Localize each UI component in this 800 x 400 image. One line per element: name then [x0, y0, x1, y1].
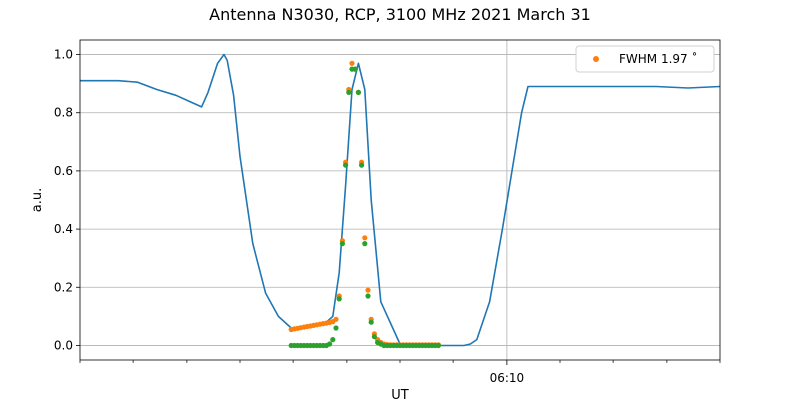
grid — [80, 40, 720, 360]
chart-title: Antenna N3030, RCP, 3100 MHz 2021 March … — [209, 5, 591, 24]
y-tick-label: 0.4 — [54, 222, 73, 236]
data-point — [339, 241, 345, 247]
data-point — [343, 162, 349, 168]
legend-marker — [593, 56, 599, 62]
legend: FWHM 1.97 ˚ — [575, 45, 715, 73]
series-line — [80, 53, 721, 347]
data-point — [368, 319, 374, 325]
data-point — [333, 325, 339, 331]
data-point — [362, 241, 368, 247]
data-point — [327, 341, 333, 347]
data-point — [362, 235, 368, 241]
y-tick-label: 0.8 — [54, 106, 73, 120]
data-point — [371, 334, 377, 340]
y-tick-label: 0.6 — [54, 164, 73, 178]
data-point — [359, 162, 365, 168]
series-3 — [288, 66, 441, 349]
data-point — [365, 287, 371, 293]
x-tick-label: 06:10 — [490, 371, 525, 385]
ticks: 0.0 0.2 0.4 0.6 0.8 1.0 06:10 — [54, 48, 721, 385]
legend-box — [575, 45, 715, 73]
data-point — [333, 316, 339, 322]
data-point — [365, 293, 371, 299]
y-tick-label: 0.0 — [54, 338, 73, 352]
y-tick-label: 0.2 — [54, 280, 73, 294]
data-point — [355, 89, 361, 95]
data-point — [336, 296, 342, 302]
axes-frame — [79, 39, 721, 361]
y-tick-label: 1.0 — [54, 48, 73, 62]
x-axis-label: UT — [391, 388, 409, 400]
series-layer — [80, 53, 721, 349]
y-axis-label: a.u. — [30, 188, 45, 212]
series-2 — [288, 60, 441, 348]
series-1 — [80, 53, 721, 347]
data-point — [435, 342, 441, 349]
data-point — [330, 337, 336, 343]
data-point — [349, 60, 355, 66]
legend-label: FWHM 1.97 ˚ — [619, 51, 698, 66]
data-point — [352, 66, 358, 72]
data-point — [346, 89, 352, 95]
